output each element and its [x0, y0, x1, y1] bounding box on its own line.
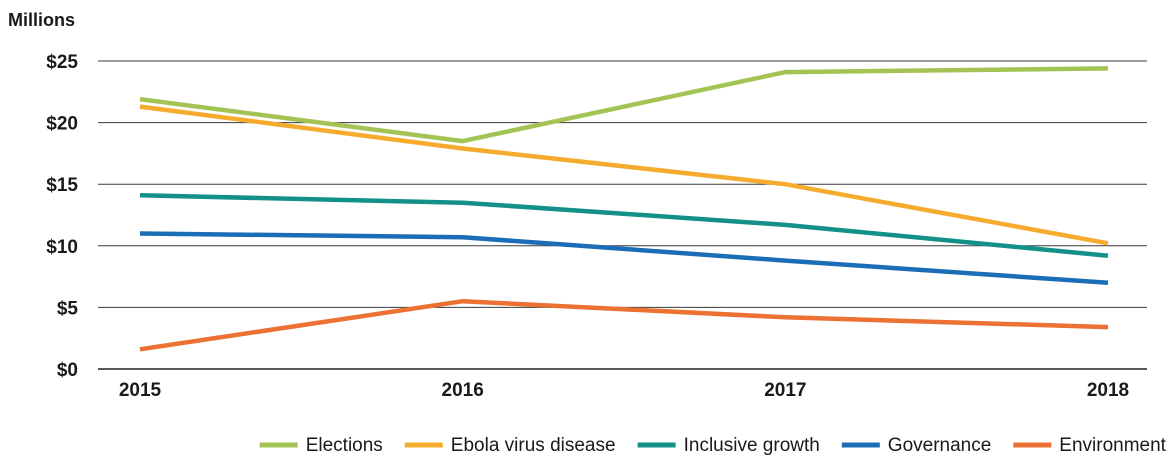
y-tick-label: $25 — [46, 52, 78, 73]
legend-item: Environment — [1013, 435, 1167, 456]
y-tick-label: $15 — [46, 175, 78, 196]
legend-label: Environment — [1059, 435, 1166, 456]
x-tick-label: 2015 — [119, 380, 162, 401]
legend-label: Ebola virus disease — [451, 435, 616, 456]
y-tick-label: $10 — [46, 237, 78, 258]
legend-label: Inclusive growth — [684, 435, 820, 456]
series-line-governance — [139, 231, 1109, 286]
series-line-environment — [139, 298, 1109, 352]
legend: Elections Ebola virus disease Inclusive gr… — [259, 435, 1167, 456]
x-tick-label: 2018 — [1087, 380, 1129, 401]
legend-item: Elections — [259, 435, 383, 456]
series-line-ebola-virus-disease — [139, 104, 1109, 246]
series-line-inclusive-growth — [139, 193, 1109, 258]
x-tick-label: 2016 — [442, 380, 484, 401]
y-tick-label: $0 — [57, 360, 78, 381]
y-tick-label: $5 — [57, 298, 79, 319]
x-axis-ticks: 2015 2016 2017 2018 — [119, 380, 1129, 401]
y-axis-unit-label: Millions — [8, 10, 75, 30]
x-tick-label: 2017 — [764, 380, 806, 401]
legend-label: Governance — [888, 435, 992, 456]
legend-item: Governance — [841, 435, 992, 456]
series-lines — [139, 66, 1109, 352]
legend-item: Ebola virus disease — [404, 435, 616, 456]
y-tick-label: $20 — [46, 114, 78, 135]
legend-item: Inclusive growth — [637, 435, 820, 456]
series-line-elections — [139, 66, 1109, 144]
y-axis-ticks: $0 $5 $10 $15 $20 $25 — [46, 52, 78, 381]
legend-label: Elections — [306, 435, 383, 456]
